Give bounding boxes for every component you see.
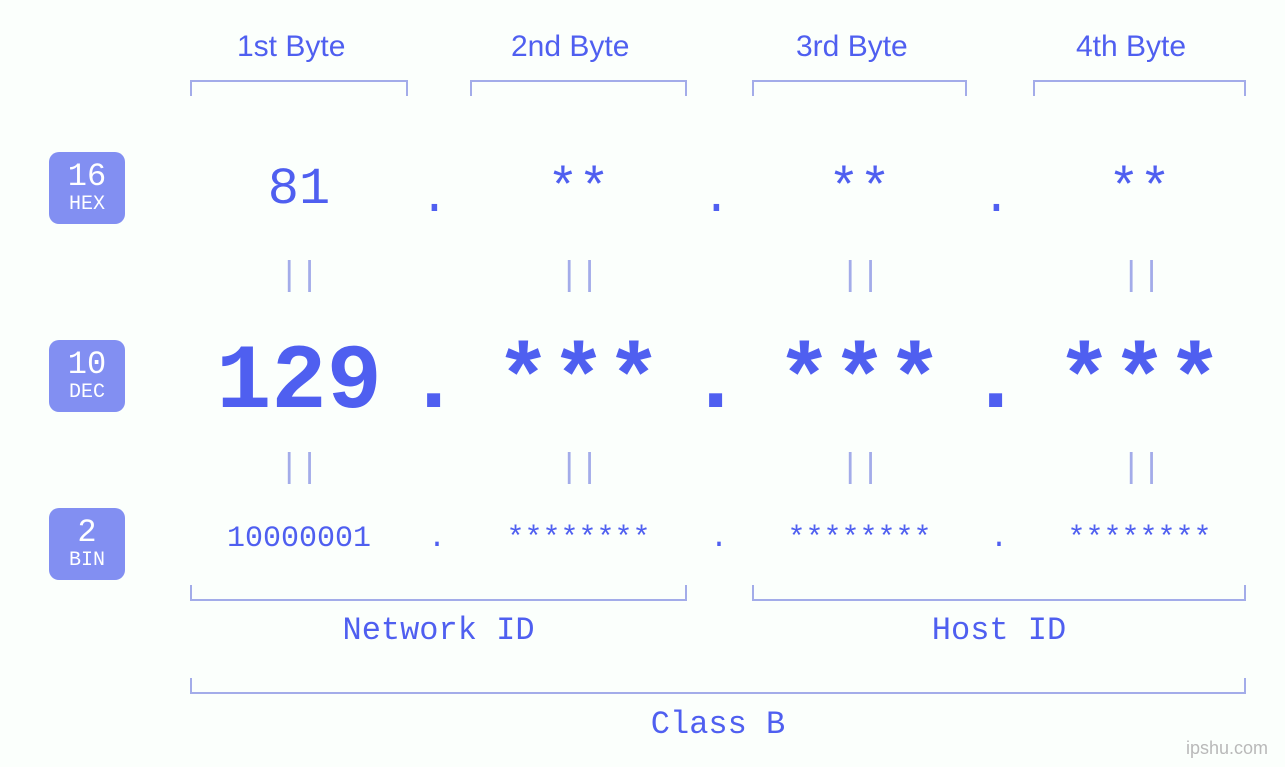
chip-hex-num: 16	[68, 161, 106, 193]
chip-bin-num: 2	[77, 517, 96, 549]
hex-dot2: .	[702, 172, 731, 226]
bin-byte1: 10000001	[160, 522, 438, 556]
eq-u4: ||	[1121, 258, 1162, 296]
bracket-byte3	[752, 80, 967, 96]
label-host: Host ID	[752, 612, 1246, 649]
label-byte3: 3rd Byte	[796, 30, 908, 64]
bin-byte4: ********	[1003, 522, 1276, 556]
label-byte1: 1st Byte	[237, 30, 345, 64]
bracket-byte2	[470, 80, 687, 96]
hex-byte1: 81	[190, 160, 408, 219]
dec-byte4: ***	[1033, 330, 1246, 435]
dec-byte1: 129	[190, 330, 408, 435]
dec-dot1: .	[406, 330, 461, 435]
label-byte2: 2nd Byte	[511, 30, 629, 64]
eq-u1: ||	[279, 258, 320, 296]
bin-byte3: ********	[722, 522, 997, 556]
eq-u3: ||	[840, 258, 881, 296]
eq-l4: ||	[1121, 450, 1162, 488]
dec-dot2: .	[688, 330, 743, 435]
chip-hex-label: HEX	[69, 195, 105, 215]
dec-dot3: .	[968, 330, 1023, 435]
eq-u2: ||	[559, 258, 600, 296]
bracket-byte4	[1033, 80, 1246, 96]
chip-dec-num: 10	[68, 349, 106, 381]
bin-byte2: ********	[440, 522, 717, 556]
chip-dec: 10 DEC	[49, 340, 125, 412]
hex-byte2: **	[470, 160, 687, 219]
eq-l3: ||	[840, 450, 881, 488]
chip-bin-label: BIN	[69, 551, 105, 571]
label-network: Network ID	[190, 612, 687, 649]
hex-dot3: .	[982, 172, 1011, 226]
hex-dot1: .	[420, 172, 449, 226]
chip-bin: 2 BIN	[49, 508, 125, 580]
chip-hex: 16 HEX	[49, 152, 125, 224]
dec-byte3: ***	[752, 330, 967, 435]
bin-dot2: .	[710, 522, 728, 556]
bracket-network	[190, 585, 687, 601]
dec-byte2: ***	[470, 330, 687, 435]
eq-l2: ||	[559, 450, 600, 488]
bin-dot3: .	[990, 522, 1008, 556]
hex-byte3: **	[752, 160, 967, 219]
chip-dec-label: DEC	[69, 383, 105, 403]
watermark: ipshu.com	[1186, 738, 1268, 759]
eq-l1: ||	[279, 450, 320, 488]
bin-dot1: .	[428, 522, 446, 556]
hex-byte4: **	[1033, 160, 1246, 219]
bracket-class	[190, 678, 1246, 694]
bracket-byte1	[190, 80, 408, 96]
label-byte4: 4th Byte	[1076, 30, 1186, 64]
bracket-host	[752, 585, 1246, 601]
label-class: Class B	[190, 706, 1246, 743]
